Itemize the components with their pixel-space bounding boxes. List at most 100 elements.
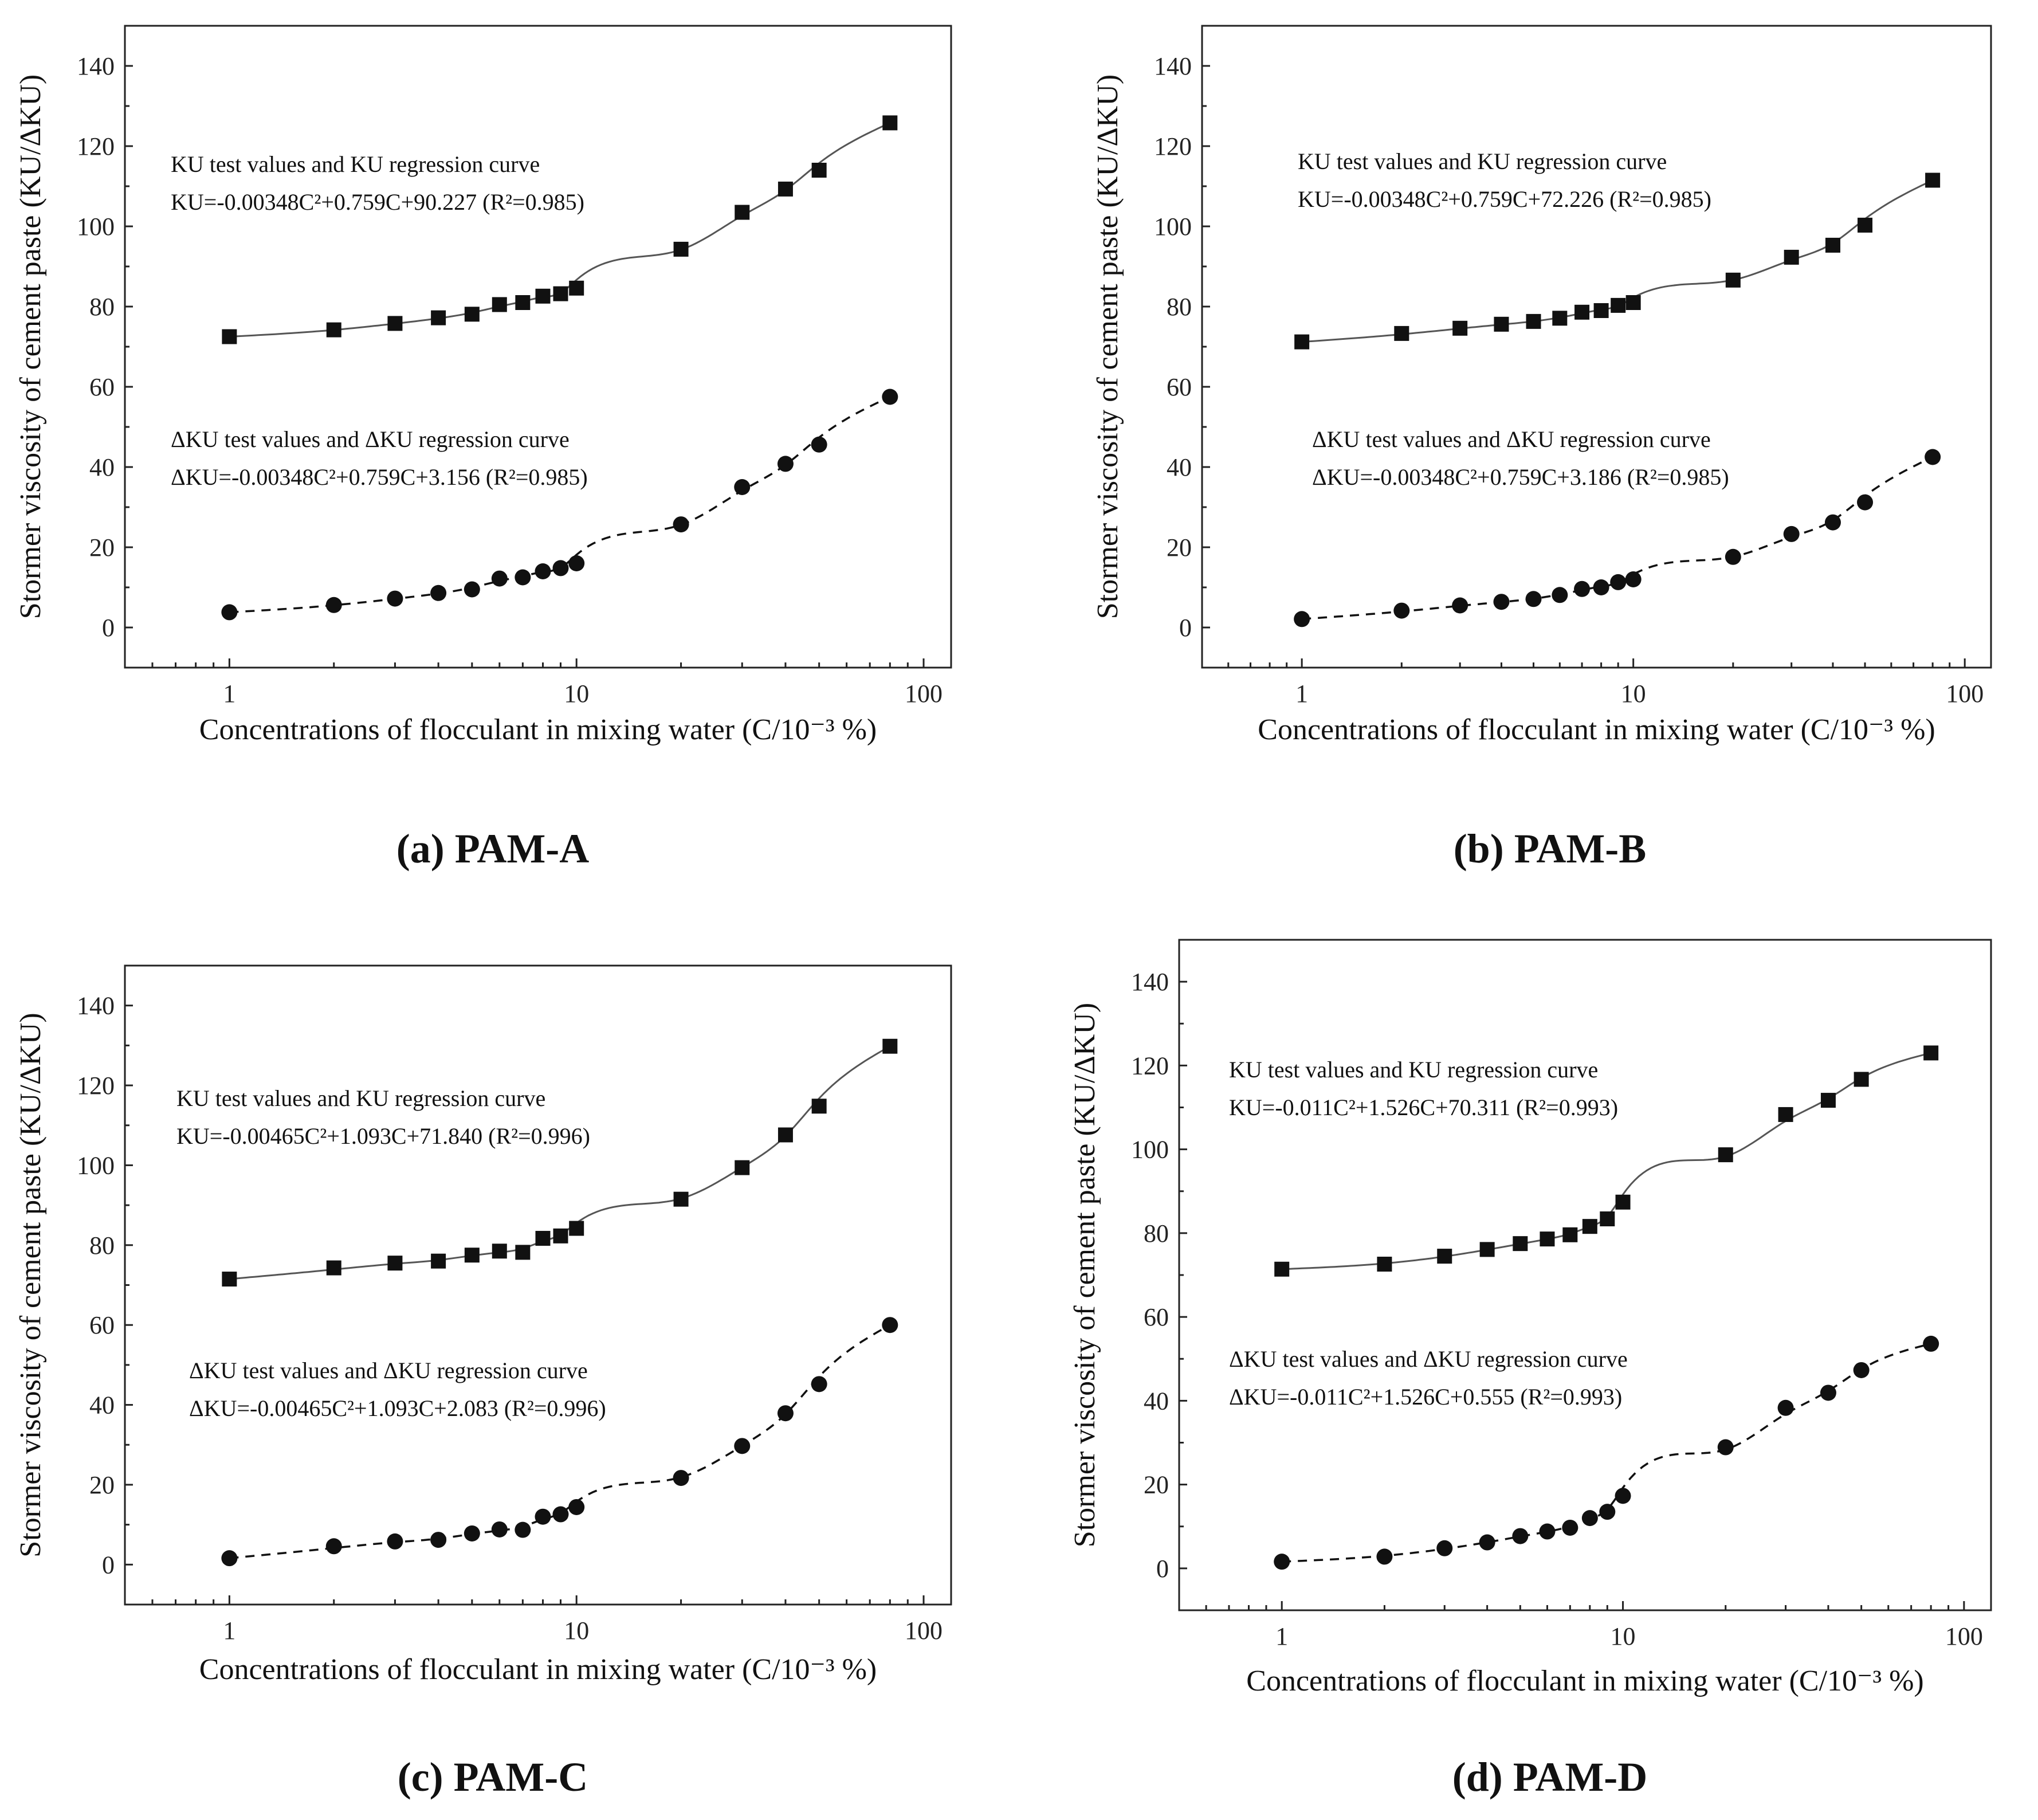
ku-data-point (431, 1253, 446, 1269)
delta-ku-data-point (1925, 449, 1941, 465)
ku-data-point (1858, 217, 1873, 233)
ku-data-point (673, 1191, 689, 1207)
ku-data-point (1574, 304, 1590, 320)
delta-ku-data-point (552, 1506, 569, 1523)
ku-data-point (1452, 320, 1468, 336)
ku-data-point (1294, 334, 1310, 350)
delta-ku-data-point (1294, 611, 1310, 627)
y-tick-label: 60 (89, 373, 115, 401)
y-tick-label: 0 (1156, 1555, 1169, 1583)
delta-ku-data-point (734, 1438, 751, 1454)
x-tick-label: 10 (1611, 1622, 1636, 1650)
delta-ku-data-point (1493, 594, 1510, 610)
ku-data-point (882, 115, 898, 131)
delta-ku-data-point (1777, 1399, 1794, 1416)
ku-data-point (1925, 172, 1941, 188)
chart-panel-3: 0 20 40 60 80 100 120 140 1 10 100 Concentrations o… (14, 964, 952, 1800)
ku-data-point (1725, 272, 1741, 288)
ku-data-point (492, 297, 507, 312)
delta-ku-data-point (221, 604, 238, 621)
y-axis-title: Stormer viscosity of cement paste (KU/ΔK… (1069, 1003, 1101, 1547)
ku-data-point (1923, 1045, 1939, 1061)
y-tick-label: 140 (1131, 968, 1169, 996)
ku-data-point (1615, 1194, 1631, 1210)
delta-ku-data-point (811, 1376, 827, 1393)
ku-data-point (492, 1244, 507, 1259)
delta-ku-data-point (1599, 1504, 1616, 1520)
y-tick-label: 120 (77, 1072, 115, 1100)
ku-annotation-line-1: KU test values and KU regression curve (1298, 148, 1667, 174)
y-tick-label: 120 (77, 132, 115, 160)
delta-ku-data-point (1923, 1335, 1939, 1352)
delta-ku-data-point (882, 389, 898, 405)
x-tick-label: 100 (905, 680, 943, 708)
ku-data-point (1526, 313, 1541, 329)
y-tick-label: 140 (77, 52, 115, 80)
ku-annotation-line-2: KU=-0.00348C²+0.759C+72.226 (R²=0.985) (1298, 186, 1711, 212)
plot-frame (1201, 25, 1992, 669)
x-axis-title: Concentrations of flocculant in mixing w… (199, 1653, 877, 1686)
ku-data-point (1540, 1231, 1555, 1247)
ku-data-point (464, 1248, 480, 1263)
ku-data-point (464, 307, 480, 322)
ku-data-point (735, 205, 750, 220)
ku-data-point (1394, 325, 1409, 341)
x-tick-label: 10 (564, 680, 589, 708)
y-tick-label: 40 (1144, 1387, 1169, 1415)
delta-ku-data-point (325, 597, 342, 613)
delta-ku-data-point (1562, 1519, 1578, 1536)
y-tick-label: 120 (1154, 132, 1192, 160)
ku-annotation-line-1: KU test values and KU regression curve (1229, 1057, 1598, 1082)
delta-ku-data-point (1824, 514, 1841, 531)
delta-ku-data-point (1581, 1510, 1598, 1527)
x-axis-title: Concentrations of flocculant in mixing w… (1246, 1665, 1923, 1697)
x-tick-label: 10 (1621, 680, 1646, 708)
delta-ku-annotation-line-2: ΔKU=-0.00348C²+0.759C+3.186 (R²=0.985) (1312, 464, 1729, 490)
delta-ku-annotation-line-1: ΔKU test values and ΔKU regression curve (189, 1358, 588, 1383)
ku-annotation-line-2: KU=-0.00348C²+0.759C+90.227 (R²=0.985) (171, 189, 584, 215)
chart-panel-4: 0 20 40 60 80 100 120 140 1 10 100 Concentrations o… (1069, 939, 1992, 1800)
ku-data-point (1825, 237, 1840, 253)
delta-ku-data-point (552, 560, 569, 576)
delta-ku-data-point (515, 569, 531, 586)
x-axis-title: Concentrations of flocculant in mixing w… (199, 713, 877, 746)
delta-ku-data-point (1857, 494, 1874, 511)
ku-data-point (1611, 297, 1626, 313)
ku-data-point (1593, 303, 1609, 318)
ku-data-point (1718, 1147, 1733, 1163)
ku-annotation-line-2: KU=-0.011C²+1.526C+70.311 (R²=0.993) (1229, 1095, 1618, 1120)
delta-ku-data-point (387, 1533, 403, 1550)
ku-data-point (515, 1245, 531, 1260)
y-axis-title: Stormer viscosity of cement paste (KU/ΔK… (14, 1013, 47, 1557)
ku-data-point (222, 1272, 237, 1287)
delta-ku-data-point (535, 1508, 551, 1525)
y-tick-label: 80 (89, 1231, 115, 1260)
y-axis-title: Stormer viscosity of cement paste (KU/ΔK… (1091, 74, 1124, 619)
panel-caption: (b) PAM-B (1454, 826, 1647, 872)
ku-data-point (882, 1038, 898, 1054)
delta-ku-data-point (1717, 1439, 1734, 1456)
ku-annotation-line-1: KU test values and KU regression curve (171, 151, 540, 177)
delta-ku-data-point (1574, 580, 1591, 597)
ku-data-point (553, 286, 568, 301)
ku-data-point (535, 1230, 551, 1246)
x-tick-label: 1 (1275, 1622, 1288, 1650)
chart-panel-1: 0 20 40 60 80 100 120 140 1 10 100 Concentrations o… (14, 25, 952, 872)
delta-ku-data-point (1853, 1362, 1870, 1378)
delta-ku-data-point (491, 570, 508, 587)
y-tick-label: 40 (89, 453, 115, 481)
y-tick-label: 20 (1167, 534, 1192, 562)
delta-ku-data-point (464, 581, 480, 598)
ku-regression-curve (1282, 1052, 1931, 1270)
panel-caption: (d) PAM-D (1452, 1754, 1648, 1800)
ku-data-point (1600, 1211, 1615, 1227)
ku-data-point (1274, 1261, 1290, 1277)
ku-data-point (777, 181, 793, 197)
ku-data-point (569, 280, 584, 296)
x-tick-label: 100 (905, 1617, 943, 1645)
y-tick-label: 60 (1167, 373, 1192, 401)
ku-annotation-line-1: KU test values and KU regression curve (176, 1085, 545, 1111)
ku-data-point (326, 322, 341, 338)
delta-ku-data-point (1820, 1384, 1836, 1401)
y-tick-label: 20 (89, 1471, 115, 1499)
